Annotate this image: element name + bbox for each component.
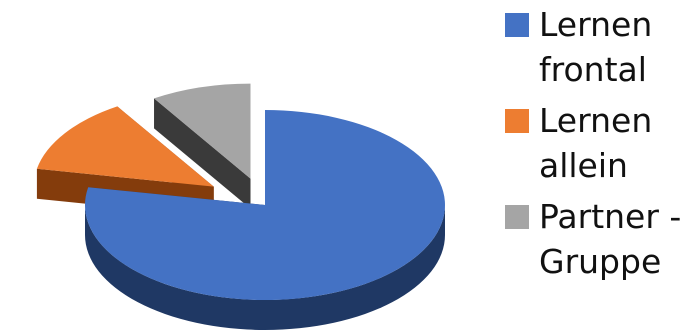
pie-slice-partner-gruppe [154, 83, 251, 179]
pie-slice-lernen-frontal [84, 110, 446, 300]
legend-label-partner-gruppe: Partner - Gruppe [539, 197, 682, 281]
legend-entry-lernen-frontal: Lernen frontal [505, 2, 690, 92]
legend-label-lernen-allein: Lernen allein [539, 101, 653, 185]
legend-label-lernen-frontal: Lernen frontal [539, 5, 653, 89]
pie-slice-partner-gruppe-wall-start [154, 98, 251, 209]
pie-slice-lernen-frontal-rim [85, 205, 445, 330]
pie-plot-area [36, 83, 446, 330]
pie-slice-lernen-allein [36, 106, 214, 187]
legend-swatch-lernen-allein [505, 109, 529, 133]
legend-entry-lernen-allein: Lernen allein [505, 98, 690, 188]
chart-legend: Lernen frontal Lernen allein Partner - G… [505, 2, 690, 290]
legend-entry-partner-gruppe: Partner - Gruppe [505, 194, 690, 284]
legend-swatch-partner-gruppe [505, 205, 529, 229]
legend-swatch-lernen-frontal [505, 13, 529, 37]
